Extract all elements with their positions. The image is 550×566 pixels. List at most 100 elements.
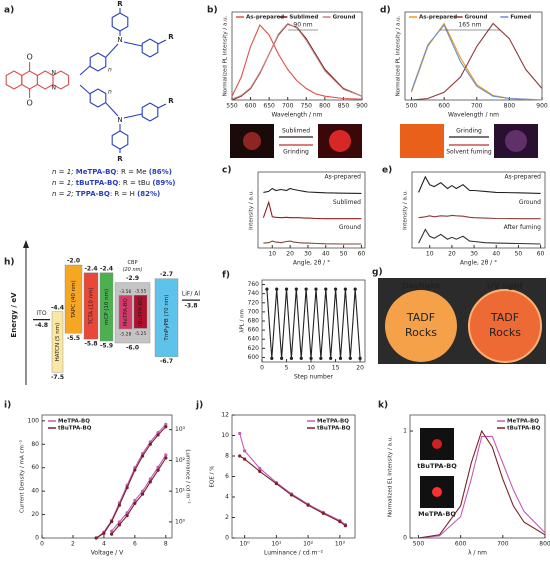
series-line <box>411 22 543 101</box>
marker <box>164 425 168 429</box>
y-tick-label: 1 <box>403 428 407 435</box>
level-label: -7.5 <box>51 374 64 381</box>
x-tick-label: 50 <box>515 251 523 258</box>
marker <box>319 356 323 360</box>
x-axis-label: Voltage / V <box>91 550 124 557</box>
marker <box>125 514 129 518</box>
layer-name: CBP <box>128 260 138 266</box>
marker <box>110 532 114 536</box>
y-tick-label: 640 <box>248 336 260 343</box>
x-tick-label: 60 <box>537 251 545 258</box>
label: O <box>26 99 32 108</box>
photo-spot <box>432 439 442 449</box>
y-tick-label: 760 <box>248 281 260 288</box>
marker <box>304 287 308 291</box>
legend-label: Ground <box>333 15 356 21</box>
series-line <box>418 429 546 539</box>
marker <box>329 356 333 360</box>
y-axis-label: Normalized PL Intensity / a.u. <box>396 15 402 96</box>
marker <box>258 466 262 470</box>
marker <box>133 498 137 503</box>
series-line <box>262 200 362 220</box>
x-tick-label: 800 <box>319 103 331 110</box>
ring <box>141 38 159 58</box>
x-axis-label: λ / nm <box>468 550 487 557</box>
y-axis-label: Normalized PL Intensity / a.u. <box>223 15 229 96</box>
level-label: -2.0 <box>67 258 80 265</box>
series-line <box>231 24 363 100</box>
bond <box>79 65 91 76</box>
marker <box>358 356 362 360</box>
series-line <box>418 214 541 220</box>
x-tick-label: 40 <box>492 251 500 258</box>
x-tick-label: 20 <box>356 365 364 372</box>
marker <box>164 456 168 460</box>
legend-label: Ground <box>465 15 488 21</box>
annotation: 165 nm <box>458 22 481 29</box>
marker <box>338 356 343 360</box>
energy-axis-arrow <box>23 240 29 248</box>
legend-label: Fumed <box>510 15 531 21</box>
x-tick-label: 2 <box>71 541 75 548</box>
marker <box>343 524 348 528</box>
bond <box>105 43 119 58</box>
y2-axis-label: Luminance / cd m⁻² <box>185 449 192 503</box>
marker <box>140 454 145 458</box>
marker <box>140 492 145 496</box>
y-tick-label: 0 <box>35 535 39 542</box>
x-tick-label: 10⁰ <box>240 541 251 548</box>
trace-label: After fuming <box>504 224 542 231</box>
marker <box>274 482 278 486</box>
x-tick-label: 10³ <box>335 541 346 548</box>
series-line <box>239 433 346 526</box>
panel-label: h) <box>4 258 15 268</box>
level-label: -6.7 <box>160 358 173 365</box>
x-axis-label: Wavelength / nm <box>448 112 499 119</box>
panel-label: j) <box>195 401 203 411</box>
trace-label: As-prepared <box>324 174 361 181</box>
label: N <box>117 36 122 44</box>
bond <box>105 102 119 117</box>
trace-label: As-prepared <box>504 174 541 181</box>
photo-uv <box>468 289 542 363</box>
rock-text: TADF <box>406 311 435 324</box>
x-tick-label: 30 <box>470 251 478 258</box>
x-tick-label: 30 <box>304 251 312 258</box>
legend-label: MeTPA-BQ <box>507 419 539 425</box>
marker <box>117 520 121 524</box>
ring <box>21 70 38 90</box>
x-tick-label: 800 <box>504 103 516 110</box>
photo-spot <box>432 487 442 497</box>
photo-caption: MeTPA-BQ <box>418 510 456 518</box>
marker <box>353 287 357 291</box>
series-line <box>263 187 362 194</box>
series-line <box>410 22 543 101</box>
level-label: -2.4 <box>84 265 97 272</box>
panel-label: c) <box>222 166 231 176</box>
series-line <box>418 228 541 245</box>
y-tick-label: 700 <box>248 308 260 315</box>
marker <box>299 356 303 360</box>
ring <box>111 12 129 32</box>
annotation: 90 nm <box>293 22 312 29</box>
rock-text: Rocks <box>405 326 437 339</box>
legend-label: MeTPA-BQ <box>317 419 349 425</box>
series-line <box>418 435 546 539</box>
marker <box>243 449 247 453</box>
y-axis-label: λPL / nm <box>240 309 246 333</box>
y-tick-label: 740 <box>248 290 260 297</box>
y-tick-label: 12 <box>221 412 229 419</box>
photo-spot <box>329 130 351 152</box>
rock-text: Rocks <box>489 326 521 339</box>
x-axis-label: Wavelength / nm <box>271 112 322 119</box>
level-label: -2.9 <box>126 275 139 282</box>
layer-box <box>118 295 133 330</box>
series-line <box>266 289 361 359</box>
label: O <box>26 53 32 62</box>
x-tick-label: 850 <box>338 103 350 110</box>
label: R <box>117 155 123 163</box>
y-tick-label: 720 <box>248 299 260 306</box>
layer-name: LiF/ Al <box>182 291 200 298</box>
y-tick-label: 20 <box>31 511 39 518</box>
panel-label: b) <box>207 6 218 16</box>
